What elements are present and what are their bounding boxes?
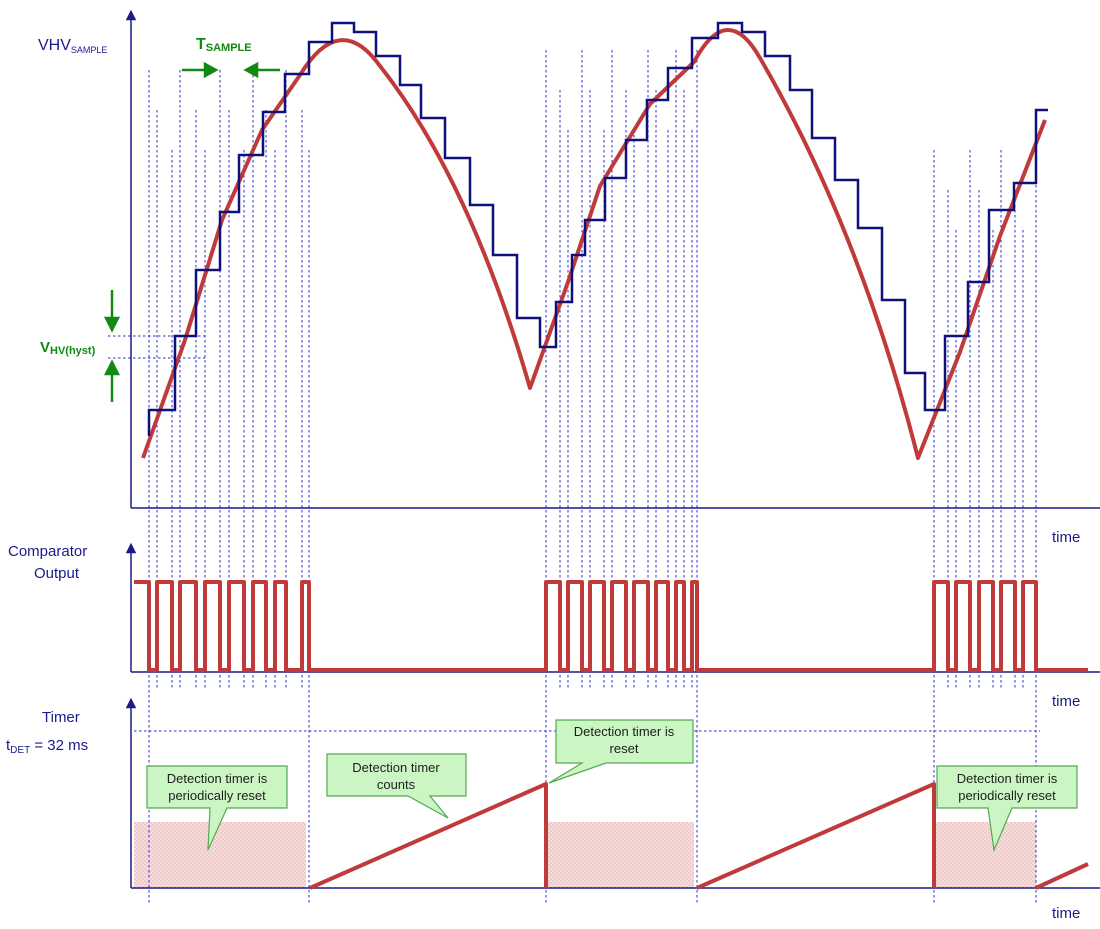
callout-periodic-right: Detection timer is periodically reset xyxy=(936,765,1078,853)
svg-text:periodically reset: periodically reset xyxy=(958,788,1056,803)
vhyst-arrows xyxy=(103,290,121,402)
tsample-arrows xyxy=(182,61,280,79)
svg-text:Detection timer is: Detection timer is xyxy=(957,771,1058,786)
timer-shade-left xyxy=(134,822,306,888)
time-label-timer: time xyxy=(1052,905,1080,922)
time-label-vhv: time xyxy=(1052,529,1080,546)
vhv-sampled-staircase xyxy=(147,21,1048,436)
callout-reset: Detection timer is reset xyxy=(548,719,694,784)
svg-text:Detection timer is: Detection timer is xyxy=(574,724,675,739)
callout-counts: Detection timer counts xyxy=(326,753,467,819)
svg-text:periodically reset: periodically reset xyxy=(168,788,266,803)
svg-text:Detection timer is: Detection timer is xyxy=(167,771,268,786)
callout-periodic-left: Detection timer is periodically reset xyxy=(146,765,288,851)
svg-text:counts: counts xyxy=(377,777,416,792)
comparator-label-line1: Comparator xyxy=(8,543,87,560)
comparator-label-line2: Output xyxy=(34,565,80,582)
tsample-label: TSAMPLE xyxy=(196,36,252,54)
vhv-analog-waveform xyxy=(141,28,1047,460)
timer-ramp-3 xyxy=(1035,862,1089,890)
svg-text:reset: reset xyxy=(610,741,639,756)
timer-label: Timer xyxy=(42,709,80,726)
svg-text:Detection timer: Detection timer xyxy=(352,760,440,775)
comparator-output-waveform xyxy=(134,580,1088,672)
timer-ramp-1 xyxy=(309,782,548,890)
timer-ramp-2 xyxy=(696,782,936,890)
timer-shade-right xyxy=(934,822,1036,888)
time-label-comparator: time xyxy=(1052,693,1080,710)
tdet-label: tDET = 32 ms xyxy=(6,737,88,756)
vhv-sample-label: VHVSAMPLE xyxy=(38,37,107,55)
vhyst-label: VHV(hyst) xyxy=(40,339,96,357)
timer-shade-middle xyxy=(546,822,694,888)
